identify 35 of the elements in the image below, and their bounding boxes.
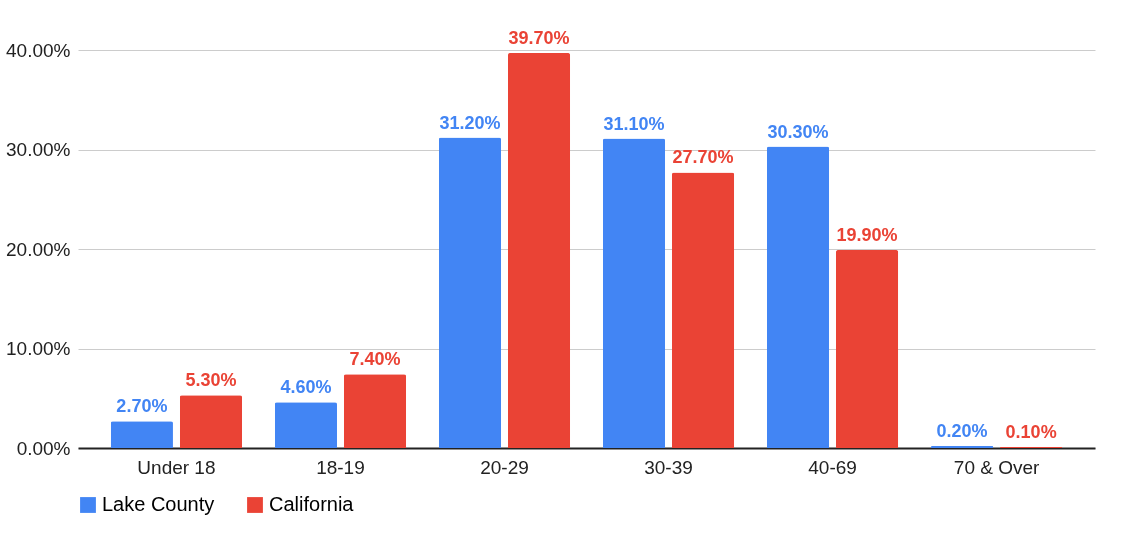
x-tick-label: 20-29 bbox=[480, 456, 529, 478]
bar bbox=[836, 250, 899, 448]
x-tick-label: Under 18 bbox=[137, 456, 216, 478]
bar bbox=[671, 172, 735, 448]
x-tick-label: 18-19 bbox=[316, 456, 365, 478]
data-label: 2.70% bbox=[116, 396, 168, 417]
data-label: 5.30% bbox=[185, 370, 237, 391]
y-tick-label: 10.00% bbox=[6, 338, 71, 359]
data-label: 30.30% bbox=[767, 121, 829, 142]
data-label: 31.20% bbox=[439, 112, 501, 133]
data-label: 0.10% bbox=[1005, 422, 1057, 443]
data-label: 39.70% bbox=[508, 27, 570, 48]
data-label: 7.40% bbox=[349, 349, 401, 370]
bar bbox=[343, 374, 407, 448]
y-tick-label: 20.00% bbox=[6, 238, 71, 260]
bar bbox=[274, 402, 337, 448]
legend-label: California bbox=[269, 493, 355, 515]
bar bbox=[602, 138, 666, 448]
data-label: 0.20% bbox=[936, 421, 988, 442]
bar bbox=[110, 421, 173, 448]
y-tick-label: 30.00% bbox=[6, 139, 71, 160]
bar bbox=[438, 137, 502, 448]
data-label: 31.10% bbox=[603, 113, 665, 134]
bar bbox=[179, 395, 243, 448]
x-tick-label: 70 & Over bbox=[953, 456, 1041, 478]
x-tick-label: 30-39 bbox=[644, 456, 693, 478]
bar bbox=[766, 146, 830, 448]
data-label: 4.60% bbox=[280, 377, 332, 398]
data-label: 19.90% bbox=[836, 224, 898, 245]
data-label: 27.70% bbox=[672, 147, 734, 168]
bar bbox=[507, 52, 571, 448]
x-tick-label: 40-69 bbox=[808, 456, 857, 478]
y-tick-label: 0.00% bbox=[16, 437, 71, 459]
legend-label: Lake County bbox=[102, 493, 215, 515]
y-tick-label: 40.00% bbox=[6, 39, 71, 61]
